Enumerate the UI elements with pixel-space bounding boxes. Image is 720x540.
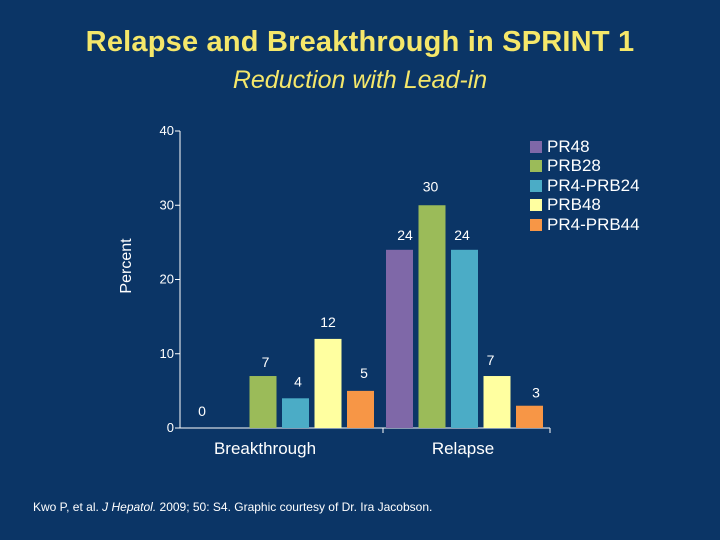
legend-swatch bbox=[530, 179, 542, 192]
page-title: Relapse and Breakthrough in SPRINT 1 bbox=[85, 26, 635, 58]
bar-breakthrough-pr4-prb44 bbox=[347, 390, 374, 428]
y-tick-label: 0 bbox=[167, 420, 174, 435]
citation-footer: Kwo P, et al. J Hepatol. 2009; 50: S4. G… bbox=[33, 500, 432, 514]
data-label: 7 bbox=[262, 354, 270, 370]
legend-label: PR4-PRB44 bbox=[547, 214, 640, 234]
y-tick-label: 40 bbox=[160, 123, 174, 138]
bar-breakthrough-prb28 bbox=[249, 376, 277, 428]
legend-label: PRB28 bbox=[547, 156, 601, 176]
bar-relapse-prb28 bbox=[418, 205, 446, 428]
data-label: 5 bbox=[360, 365, 368, 381]
data-label: 12 bbox=[320, 314, 336, 330]
legend-label: PRB48 bbox=[547, 195, 601, 215]
chart-legend: PR48 PRB28 PR4-PRB24 PRB48 PR4-PRB44 bbox=[530, 137, 640, 235]
legend-swatch bbox=[530, 160, 542, 173]
legend-item: PRB48 bbox=[530, 195, 640, 216]
data-label: 0 bbox=[198, 403, 206, 419]
legend-label: PR4-PRB24 bbox=[547, 175, 640, 195]
bar-relapse-pr4-prb24 bbox=[451, 249, 478, 428]
bar-relapse-pr4-prb44 bbox=[516, 405, 543, 428]
legend-item: PRB28 bbox=[530, 156, 640, 177]
bar-relapse-prb48 bbox=[483, 376, 511, 428]
y-tick-label: 30 bbox=[160, 197, 174, 212]
page-subtitle: Reduction with Lead-in bbox=[232, 66, 488, 94]
data-label: 7 bbox=[487, 352, 495, 368]
data-label: 30 bbox=[423, 178, 439, 194]
legend-label: PR48 bbox=[547, 136, 590, 156]
data-label: 3 bbox=[532, 385, 540, 401]
legend-item: PR48 bbox=[530, 137, 640, 157]
legend-swatch bbox=[530, 218, 542, 231]
citation-journal: J Hepatol. bbox=[102, 500, 157, 514]
legend-item: PR4-PRB44 bbox=[530, 215, 640, 235]
data-label: 24 bbox=[397, 227, 413, 243]
bar-breakthrough-pr4-prb24 bbox=[282, 398, 309, 428]
y-tick-label: 20 bbox=[160, 272, 174, 287]
y-axis-label: Percent bbox=[118, 238, 135, 294]
legend-swatch bbox=[530, 199, 542, 212]
legend-swatch bbox=[530, 140, 542, 153]
x-category-label: Relapse bbox=[432, 439, 494, 458]
bar-breakthrough-prb48 bbox=[314, 338, 342, 428]
bar-relapse-pr48 bbox=[386, 249, 413, 428]
x-category-label: Breakthrough bbox=[214, 439, 316, 458]
legend-item: PR4-PRB24 bbox=[530, 176, 640, 196]
data-label: 24 bbox=[454, 227, 470, 243]
citation-prefix: Kwo P, et al. bbox=[33, 500, 103, 514]
data-label: 4 bbox=[294, 373, 302, 389]
citation-suffix: 2009; 50: S4. Graphic courtesy of Dr. Ir… bbox=[156, 500, 433, 514]
y-tick-label: 10 bbox=[160, 346, 174, 361]
